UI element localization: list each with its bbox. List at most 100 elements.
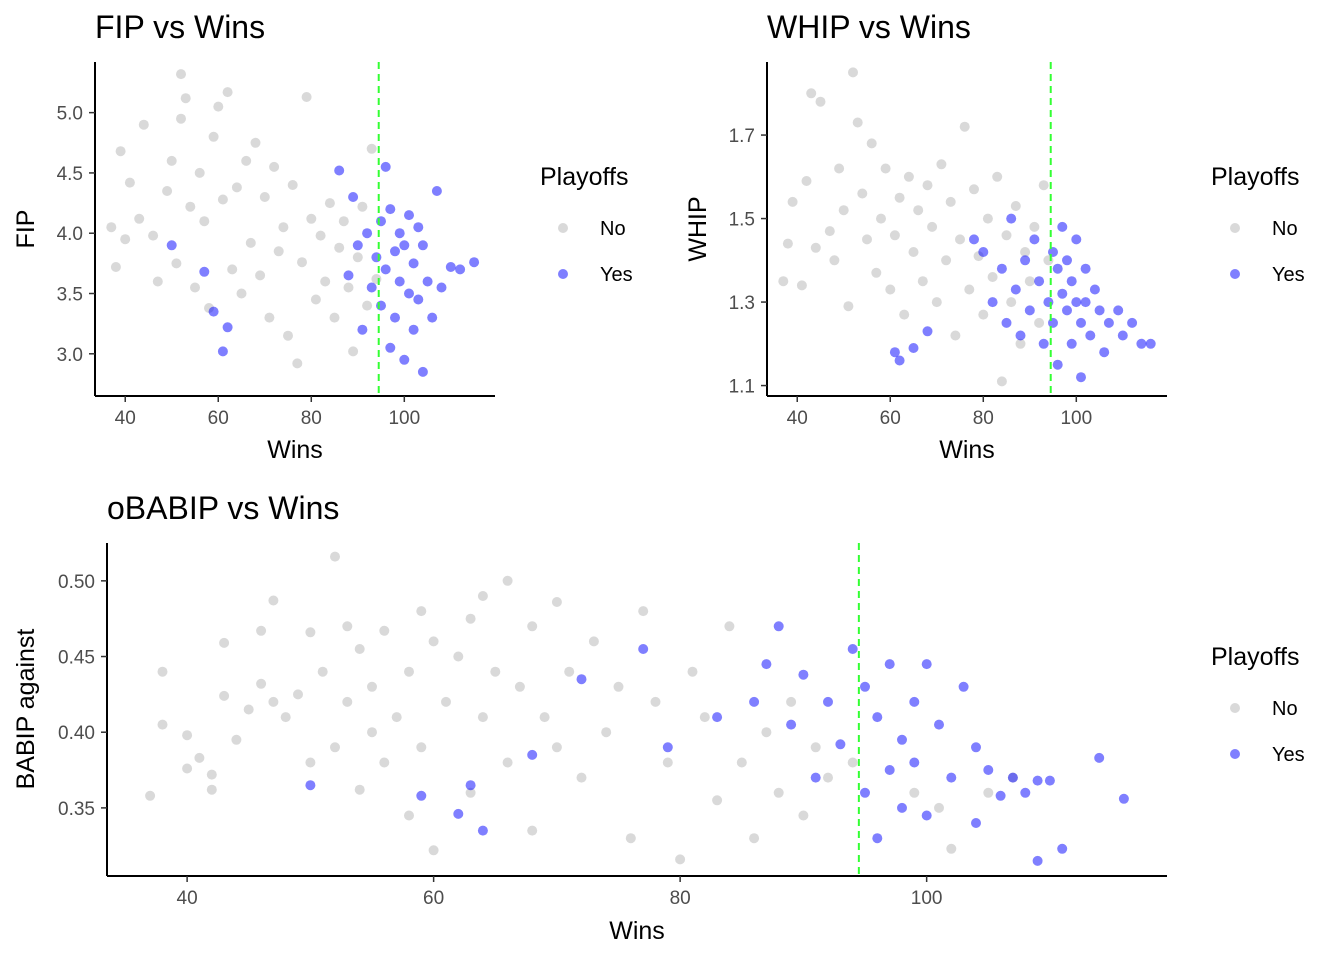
data-point-no bbox=[736, 757, 747, 768]
data-point-no bbox=[1001, 230, 1012, 241]
data-point-no bbox=[941, 255, 952, 266]
legend-label-yes: Yes bbox=[600, 264, 633, 286]
data-point-yes bbox=[712, 712, 723, 723]
data-point-yes bbox=[477, 825, 488, 836]
data-point-yes bbox=[909, 696, 920, 707]
data-point-yes bbox=[445, 262, 456, 272]
data-point-yes bbox=[455, 264, 466, 275]
data-point-yes bbox=[1032, 855, 1043, 866]
data-point-no bbox=[357, 201, 368, 212]
data-point-no bbox=[206, 769, 217, 780]
data-point-yes bbox=[872, 712, 883, 723]
data-point-yes bbox=[1145, 338, 1156, 349]
data-point-no bbox=[852, 117, 863, 128]
data-point-yes bbox=[894, 355, 905, 366]
data-point-no bbox=[148, 230, 159, 241]
data-point-yes bbox=[1052, 263, 1063, 274]
data-point-no bbox=[638, 606, 649, 617]
x-axis-title: Wins bbox=[609, 917, 665, 945]
data-point-yes bbox=[334, 165, 345, 176]
data-point-no bbox=[250, 137, 261, 148]
data-point-no bbox=[862, 234, 872, 245]
data-point-yes bbox=[1076, 372, 1086, 383]
data-point-yes bbox=[343, 270, 354, 281]
data-point-no bbox=[625, 833, 636, 844]
data-point-no bbox=[219, 637, 230, 648]
data-point-no bbox=[843, 301, 854, 312]
data-point-no bbox=[367, 681, 377, 692]
data-point-no bbox=[292, 358, 303, 369]
data-point-no bbox=[379, 625, 390, 636]
data-point-no bbox=[354, 644, 365, 654]
data-point-no bbox=[675, 854, 686, 865]
data-point-no bbox=[909, 787, 920, 798]
data-point-no bbox=[576, 772, 587, 783]
data-point-no bbox=[152, 276, 163, 287]
data-point-yes bbox=[1020, 787, 1031, 798]
data-point-yes bbox=[1057, 288, 1068, 299]
data-point-yes bbox=[217, 346, 228, 357]
data-point-no bbox=[801, 176, 812, 186]
legend: Playoffs No Yes bbox=[1211, 643, 1305, 766]
data-point-yes bbox=[971, 818, 981, 828]
data-point-no bbox=[936, 159, 947, 170]
data-point-no bbox=[176, 69, 186, 80]
legend-key-no bbox=[1230, 223, 1240, 233]
data-point-no bbox=[650, 696, 661, 707]
data-point-no bbox=[416, 742, 427, 753]
legend-title: Playoffs bbox=[540, 163, 628, 191]
data-point-no bbox=[283, 330, 293, 341]
data-point-no bbox=[256, 625, 267, 636]
y-tick-label: 0.35 bbox=[58, 799, 95, 820]
legend-key-yes bbox=[1230, 269, 1240, 279]
data-point-yes bbox=[1071, 297, 1082, 308]
data-point-no bbox=[352, 252, 363, 263]
y-tick-label: 1.1 bbox=[729, 377, 755, 398]
y-tick-label: 0.45 bbox=[58, 648, 95, 669]
data-point-no bbox=[857, 188, 868, 199]
data-point-no bbox=[362, 300, 373, 311]
data-point-no bbox=[899, 309, 910, 320]
data-point-no bbox=[320, 276, 331, 287]
data-point-yes bbox=[1066, 338, 1077, 349]
data-point-no bbox=[236, 288, 247, 299]
data-point-no bbox=[342, 696, 353, 707]
data-point-no bbox=[138, 119, 149, 130]
data-point-no bbox=[428, 845, 439, 856]
data-point-no bbox=[287, 180, 298, 190]
panel-title: FIP vs Wins bbox=[95, 9, 265, 45]
data-point-no bbox=[514, 681, 525, 692]
data-point-no bbox=[749, 833, 760, 844]
data-point-yes bbox=[371, 252, 382, 263]
data-point-yes bbox=[166, 240, 177, 251]
data-point-yes bbox=[897, 802, 907, 813]
data-point-yes bbox=[436, 282, 447, 293]
legend-title: Playoffs bbox=[1211, 643, 1299, 671]
data-point-yes bbox=[1029, 234, 1040, 245]
legend-key-no bbox=[558, 223, 568, 233]
data-point-yes bbox=[958, 681, 969, 692]
data-point-no bbox=[894, 192, 905, 203]
data-point-yes bbox=[1094, 305, 1105, 316]
data-point-yes bbox=[884, 659, 895, 670]
data-point-yes bbox=[417, 240, 428, 251]
data-point-no bbox=[428, 636, 439, 647]
data-point-no bbox=[490, 666, 501, 677]
legend-key-yes bbox=[558, 269, 568, 279]
data-point-no bbox=[110, 262, 121, 272]
data-point-no bbox=[1024, 276, 1035, 287]
data-point-no bbox=[231, 182, 242, 193]
legend-label-no: No bbox=[1272, 698, 1298, 720]
data-point-no bbox=[889, 230, 900, 241]
data-point-no bbox=[227, 264, 238, 275]
data-point-no bbox=[712, 795, 723, 806]
data-point-no bbox=[946, 843, 957, 854]
data-point-no bbox=[866, 138, 877, 149]
data-point-no bbox=[222, 87, 233, 98]
data-point-yes bbox=[1052, 359, 1063, 370]
data-point-no bbox=[564, 666, 575, 677]
data-point-no bbox=[613, 681, 624, 692]
data-point-yes bbox=[385, 342, 396, 353]
data-point-yes bbox=[638, 644, 649, 654]
legend-label-yes: Yes bbox=[1272, 264, 1305, 286]
